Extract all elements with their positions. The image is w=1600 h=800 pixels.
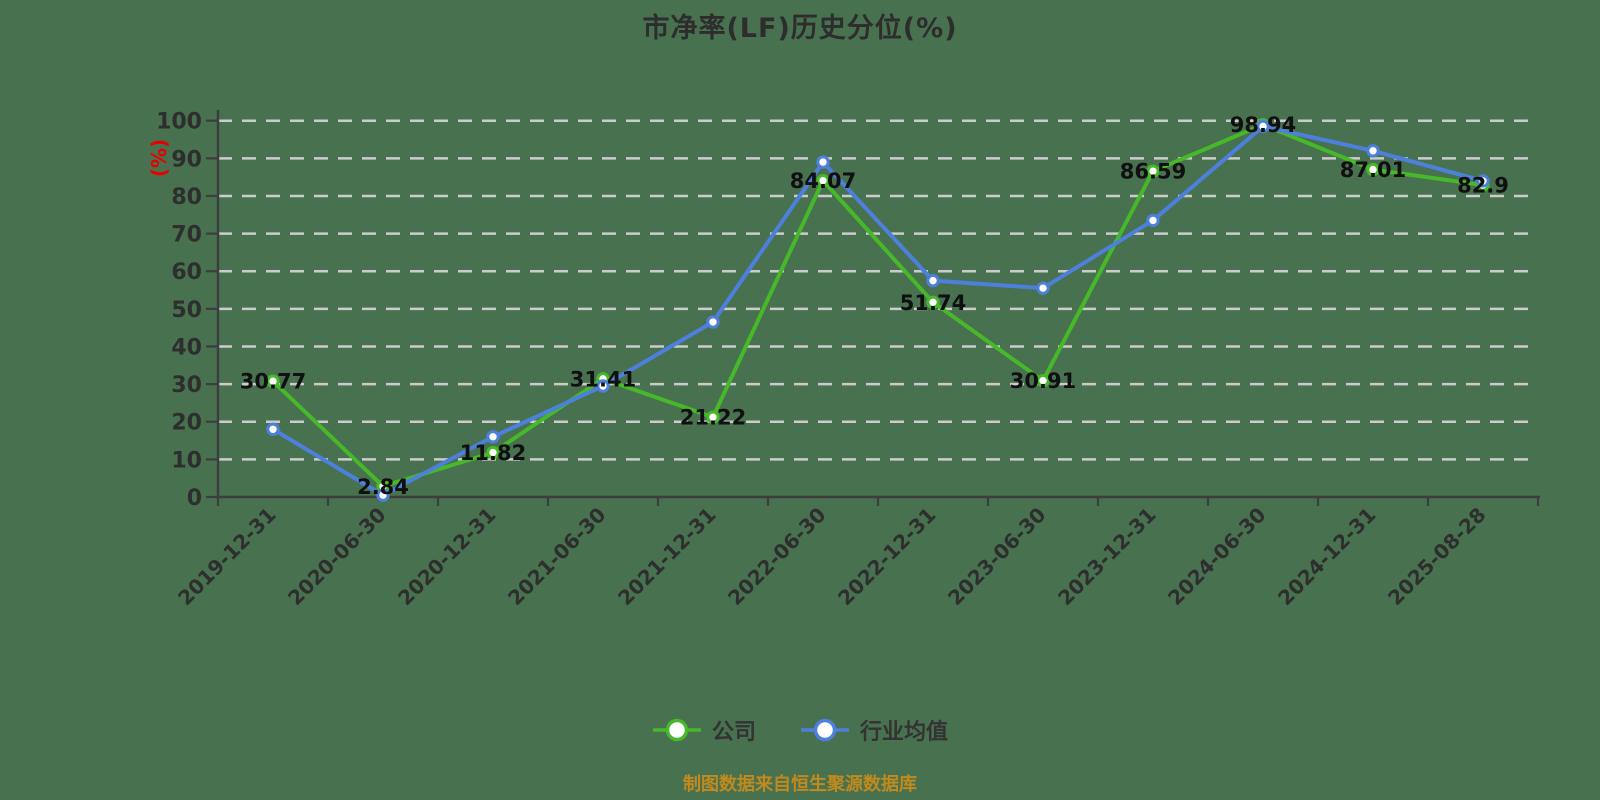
x-tick-label: 2024-12-31	[1273, 503, 1380, 610]
y-tick-label: 100	[156, 110, 202, 135]
y-tick-label: 90	[171, 147, 202, 172]
point-marker-industry-average	[1256, 119, 1270, 134]
point-label: 82.9	[1457, 174, 1509, 198]
point-label: 30.91	[1010, 369, 1076, 393]
y-tick-label: 60	[171, 260, 202, 285]
legend: 公司 行业均值	[0, 714, 1600, 746]
legend-marker-company	[652, 718, 701, 742]
y-tick-label: 20	[171, 411, 202, 436]
x-tick-label: 2022-06-30	[723, 503, 830, 610]
point-marker-industry-average	[816, 155, 830, 169]
point-label: 2.84	[357, 475, 409, 499]
series-line-company	[271, 122, 1485, 489]
point-marker-industry-average	[1146, 213, 1160, 228]
x-tick-label: 2023-12-31	[1053, 503, 1160, 610]
x-tick-label: 2024-06-30	[1163, 503, 1270, 610]
point-marker-company	[816, 173, 830, 188]
point-marker-industry-average	[706, 315, 720, 329]
point-label: 84.07	[790, 169, 856, 193]
point-marker-company	[1366, 162, 1380, 177]
point-label: 87.01	[1340, 158, 1406, 182]
point-label: 21.22	[680, 406, 746, 430]
point-marker-company	[1146, 164, 1160, 178]
point-marker-industry-average	[1476, 174, 1490, 188]
point-marker-company	[266, 374, 280, 388]
point-label: 98.94	[1230, 113, 1296, 137]
y-tick-label: 70	[171, 223, 202, 248]
x-tick-label: 2020-12-31	[393, 503, 500, 610]
x-tick-label: 2021-06-30	[503, 503, 610, 610]
x-tick-label: 2025-08-28	[1383, 503, 1490, 610]
point-marker-industry-average	[596, 379, 610, 393]
x-tick-label: 2023-06-30	[943, 503, 1050, 610]
point-marker-company	[706, 410, 720, 424]
point-label: 86.59	[1120, 160, 1186, 184]
point-marker-industry-average	[926, 273, 940, 288]
y-tick-label: 10	[171, 448, 202, 473]
y-axis-unit-label: (%)	[147, 139, 171, 177]
point-label: 11.82	[460, 441, 526, 465]
y-tick-label: 0	[187, 486, 202, 511]
point-marker-industry-average	[1036, 281, 1050, 295]
x-tick-label: 2020-06-30	[283, 503, 390, 610]
legend-marker-industry-average	[801, 718, 849, 742]
chart-title: 市净率(LF)历史分位(%)	[642, 13, 958, 44]
point-label: 31.41	[570, 367, 636, 391]
point-label: 51.74	[900, 291, 966, 315]
point-marker-industry-average	[376, 488, 390, 502]
point-marker-industry-average	[1366, 144, 1380, 158]
y-tick-label: 50	[171, 298, 202, 323]
point-label: 30.77	[240, 370, 306, 394]
legend-item-company[interactable]: 公司	[652, 714, 756, 746]
x-tick-label: 2022-12-31	[833, 503, 940, 610]
y-tick-label: 80	[171, 185, 202, 210]
point-marker-industry-average	[486, 430, 500, 444]
series-line-industry-average	[271, 124, 1485, 498]
point-marker-industry-average	[266, 422, 280, 436]
y-tick-label: 30	[171, 373, 202, 398]
point-marker-company	[486, 445, 500, 460]
legend-label-industry-average: 行业均值	[860, 720, 949, 745]
x-tick-label: 2021-12-31	[613, 503, 720, 610]
legend-item-industry-average[interactable]: 行业均值	[800, 714, 948, 746]
point-marker-company	[1036, 373, 1050, 388]
source-caption: 制图数据来自恒生聚源数据库	[683, 774, 917, 795]
y-tick-label: 40	[171, 335, 202, 360]
x-tick-label: 2019-12-31	[173, 503, 280, 610]
legend-label-company: 公司	[711, 720, 756, 745]
point-marker-company	[926, 295, 940, 310]
